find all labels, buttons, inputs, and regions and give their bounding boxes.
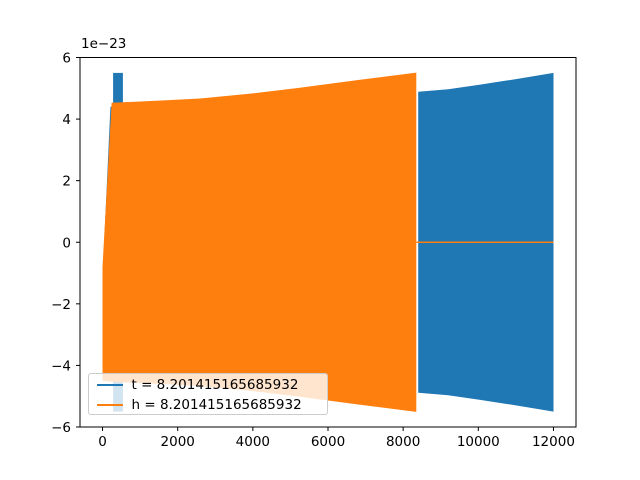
x-tick-label: 10000: [457, 434, 500, 450]
legend-label-h: h = 8.201415165685932: [131, 396, 302, 413]
x-tick-label: 4000: [236, 434, 270, 450]
y-tick-label: 6: [62, 51, 71, 67]
legend: t = 8.201415165685932 h = 8.201415165685…: [87, 372, 328, 415]
legend-entry-h: h = 8.201415165685932: [89, 395, 327, 415]
y-tick-label: 2: [62, 174, 71, 190]
legend-line-sample-h: [96, 403, 123, 406]
x-tick-label: 2000: [161, 434, 195, 450]
x-tick-label: 0: [98, 434, 107, 450]
x-tick-label: 6000: [311, 434, 345, 450]
legend-label-t: t = 8.201415165685932: [131, 376, 299, 393]
y-tick-label: 0: [62, 235, 71, 251]
axes-spines: [79, 57, 577, 428]
y-tick-label: −2: [51, 297, 71, 313]
legend-line-sample-t: [96, 383, 123, 386]
x-tick-label: 12000: [532, 434, 575, 450]
legend-entry-t: t = 8.201415165685932: [89, 375, 327, 395]
y-tick-label: 4: [62, 112, 71, 128]
y-tick-label: −6: [51, 420, 71, 436]
y-tick-label: −4: [51, 358, 71, 374]
y-axis-offset-label: 1e−23: [81, 36, 127, 52]
x-tick-label: 8000: [386, 434, 420, 450]
series-h-envelope-fill: [102, 72, 417, 412]
